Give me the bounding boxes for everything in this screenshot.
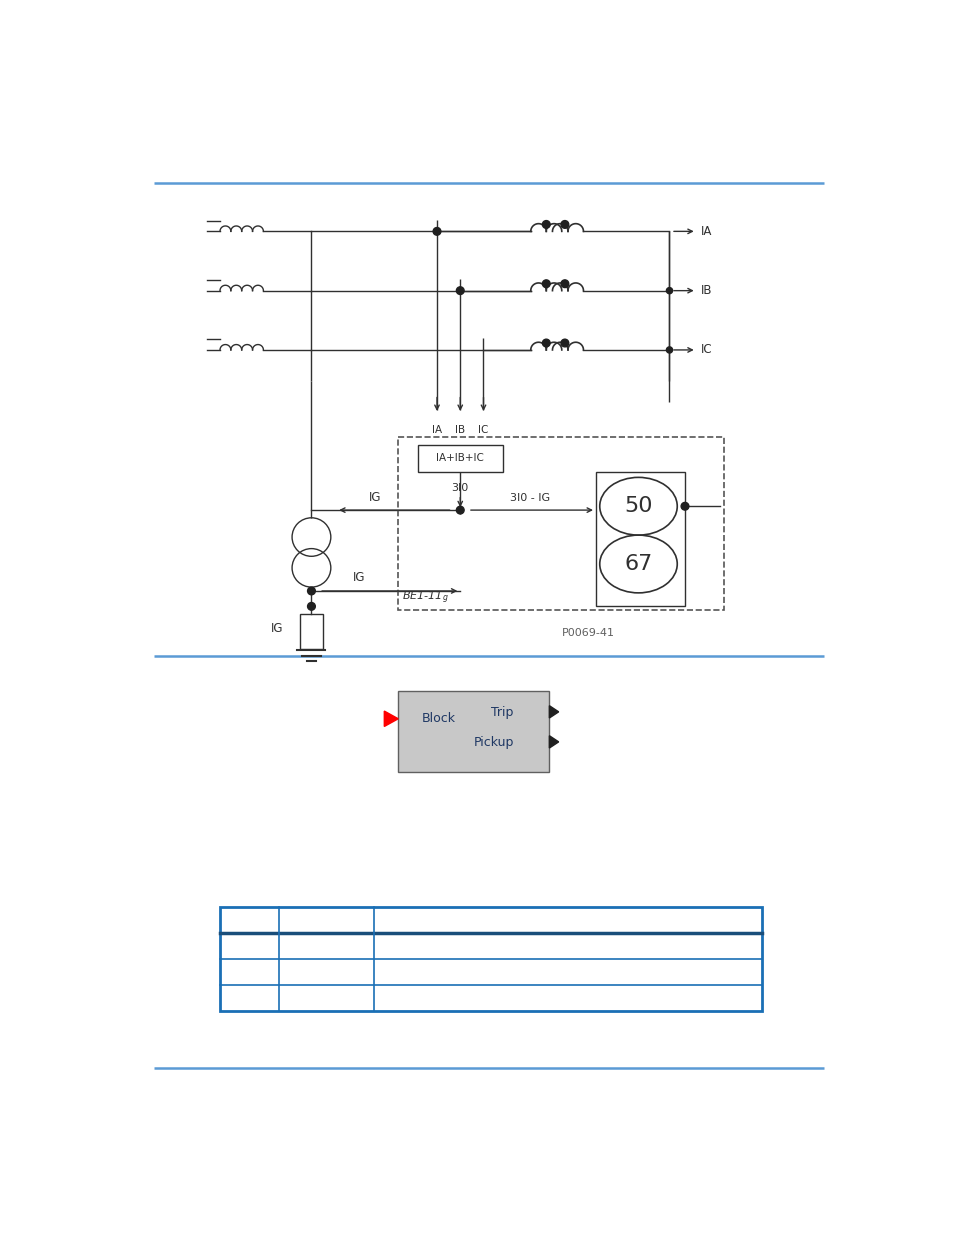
Circle shape	[307, 603, 315, 610]
Text: Trip: Trip	[491, 706, 513, 719]
Text: 50: 50	[623, 496, 652, 516]
Circle shape	[680, 503, 688, 510]
Text: P0069-41: P0069-41	[561, 629, 614, 638]
Text: 3I0: 3I0	[451, 483, 468, 493]
Polygon shape	[549, 705, 558, 718]
Circle shape	[560, 340, 568, 347]
Circle shape	[456, 506, 464, 514]
Text: IA: IA	[700, 225, 711, 238]
Circle shape	[560, 280, 568, 288]
Text: IG: IG	[353, 571, 365, 584]
Circle shape	[456, 287, 464, 294]
Text: IC: IC	[477, 425, 488, 436]
Polygon shape	[384, 711, 397, 726]
Text: IB: IB	[700, 284, 711, 298]
Text: BE1-11$_g$: BE1-11$_g$	[402, 590, 448, 606]
Circle shape	[433, 227, 440, 235]
Text: IG: IG	[271, 621, 283, 635]
Text: IA+IB+IC: IA+IB+IC	[436, 453, 484, 463]
Text: 3I0 - IG: 3I0 - IG	[510, 493, 550, 503]
Circle shape	[542, 340, 550, 347]
Circle shape	[666, 347, 672, 353]
Circle shape	[307, 587, 315, 595]
Text: IC: IC	[700, 343, 711, 357]
Text: IA: IA	[432, 425, 441, 436]
Text: Pickup: Pickup	[474, 736, 514, 750]
Text: Block: Block	[421, 713, 455, 725]
FancyBboxPatch shape	[397, 692, 549, 772]
Circle shape	[542, 280, 550, 288]
Text: 67: 67	[623, 555, 652, 574]
Circle shape	[542, 221, 550, 228]
Circle shape	[666, 288, 672, 294]
Polygon shape	[549, 736, 558, 748]
Circle shape	[560, 221, 568, 228]
Text: IG: IG	[369, 490, 381, 504]
Text: IB: IB	[455, 425, 465, 436]
